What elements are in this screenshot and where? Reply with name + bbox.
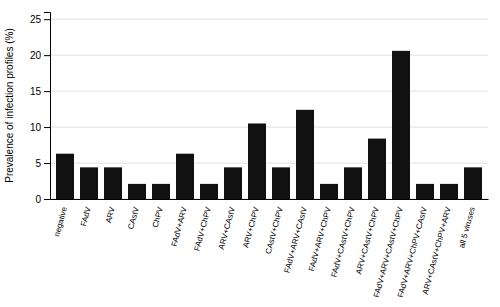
grid-line bbox=[50, 91, 488, 92]
bar bbox=[464, 167, 482, 199]
grid bbox=[50, 19, 488, 199]
y-tick-label: 25 bbox=[30, 14, 42, 25]
x-tick-label: FAdV bbox=[79, 205, 93, 227]
bar bbox=[368, 139, 386, 199]
y-tick-label: 0 bbox=[35, 194, 41, 205]
x-tick-label: all 5 viruses bbox=[457, 206, 477, 249]
x-tick-label: FAdV+ARV+ChPV bbox=[307, 205, 333, 272]
x-tick: ARV+CAstV+ChPV+ARV bbox=[421, 205, 453, 295]
x-tick-label: CAstV+ChPV bbox=[264, 205, 285, 255]
bar bbox=[320, 184, 338, 199]
y-tick-label: 5 bbox=[35, 158, 41, 169]
bar bbox=[200, 184, 218, 199]
x-axis: negative FAdV ARV CAstV ChPV FAdV+ARVFAdV+ChP… bbox=[51, 200, 489, 299]
grid-line bbox=[50, 19, 488, 20]
x-tick-label: FAdV+ARV bbox=[170, 205, 189, 247]
x-tick: CAstV+ChPV bbox=[264, 205, 285, 255]
x-tick-label: negative bbox=[52, 205, 69, 237]
y-tick-mark bbox=[44, 55, 50, 56]
grid-line bbox=[50, 163, 488, 164]
x-tick: FAdV+ARV+CAstV bbox=[283, 205, 309, 274]
y-tick: 10 bbox=[30, 122, 50, 133]
y-tick: 25 bbox=[30, 14, 50, 25]
x-tick: FAdV+ARV+ChPV bbox=[307, 205, 333, 272]
x-tick-label: FAdV+CAstV+ChPV bbox=[329, 205, 357, 278]
x-tick: FAdV+CAstV+ChPV bbox=[329, 205, 357, 278]
x-tick-label: ARV+ChPV bbox=[241, 205, 261, 248]
x-tick-label: FAdV+ARV+CAstV bbox=[283, 205, 309, 274]
bar bbox=[176, 154, 194, 199]
x-tick: ChPV bbox=[151, 205, 165, 228]
bar bbox=[104, 167, 122, 199]
grid-line bbox=[50, 127, 488, 128]
bar bbox=[152, 184, 170, 199]
y-tick-mark bbox=[44, 91, 50, 92]
y-tick: 0 bbox=[35, 194, 50, 205]
bar bbox=[248, 123, 266, 199]
x-tick: FAdV+ChPV bbox=[192, 205, 213, 252]
bars bbox=[56, 51, 482, 199]
y-tick-mark bbox=[44, 127, 50, 128]
y-axis: 0 5 10 15 20 25 bbox=[30, 13, 51, 205]
x-tick: all 5 viruses bbox=[457, 206, 477, 249]
x-tick: FAdV+ARV bbox=[170, 205, 189, 247]
y-tick: 20 bbox=[30, 50, 50, 61]
x-axis-line bbox=[51, 199, 489, 200]
x-tick-label: ARV+CAstV bbox=[217, 205, 237, 250]
x-tick: ARV+CAstV+ChPV bbox=[354, 205, 381, 275]
bar bbox=[224, 167, 242, 199]
x-tick: negative bbox=[52, 205, 69, 237]
y-tick: 5 bbox=[35, 158, 50, 169]
x-tick: ARV+CAstV bbox=[217, 205, 237, 250]
y-tick-label: 15 bbox=[30, 86, 42, 97]
x-tick-label: FAdV+ChPV bbox=[192, 205, 213, 252]
x-tick: CAstV bbox=[126, 205, 141, 230]
y-tick-label: 20 bbox=[30, 50, 42, 61]
bar bbox=[416, 184, 434, 199]
x-tick-label: ARV+CAstV+ChPV bbox=[354, 205, 381, 275]
grid-line bbox=[50, 55, 488, 56]
bar bbox=[272, 167, 290, 199]
y-tick-label: 10 bbox=[30, 122, 42, 133]
bar bbox=[344, 167, 362, 199]
x-tick-label: ARV bbox=[104, 205, 117, 224]
y-tick-mark bbox=[44, 163, 50, 164]
x-tick-label: CAstV bbox=[126, 205, 141, 230]
bar bbox=[392, 51, 410, 199]
plot: 0 5 10 15 20 25 negative FAdV ARV CAstV ChPV FAdV+A… bbox=[30, 13, 489, 299]
x-tick: ARV+ChPV bbox=[241, 205, 261, 248]
y-axis-line bbox=[44, 13, 51, 200]
x-tick-label: ARV+CAstV+ChPV+ARV bbox=[421, 205, 453, 295]
chart-container: 0 5 10 15 20 25 negative FAdV ARV CAstV ChPV FAdV+A… bbox=[0, 0, 500, 307]
x-tick: FAdV bbox=[79, 205, 93, 227]
y-axis-title: Prevalence of infection profiles (%) bbox=[4, 28, 15, 183]
bar bbox=[80, 167, 98, 199]
bar bbox=[128, 184, 146, 199]
bar bbox=[56, 154, 74, 199]
chart-svg: 0 5 10 15 20 25 negative FAdV ARV CAstV ChPV FAdV+A… bbox=[0, 0, 500, 307]
y-tick-mark bbox=[44, 19, 50, 20]
y-tick-mark bbox=[44, 199, 50, 200]
x-tick-label: ChPV bbox=[151, 205, 165, 228]
y-tick: 15 bbox=[30, 86, 50, 97]
bar bbox=[296, 110, 314, 199]
bar bbox=[440, 184, 458, 199]
x-tick: ARV bbox=[104, 205, 117, 224]
